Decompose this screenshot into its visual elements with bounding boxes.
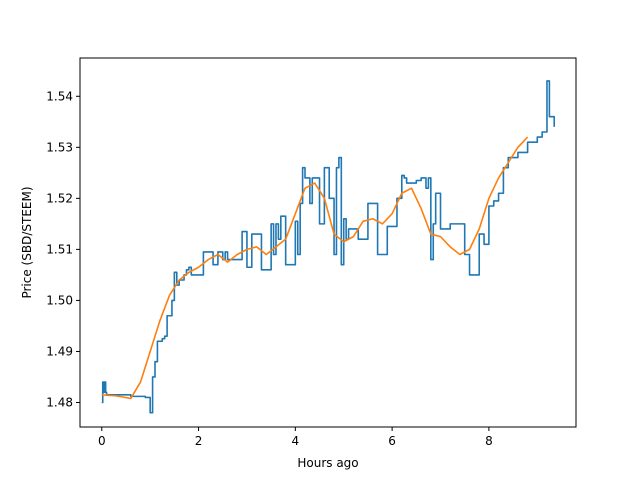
- moving-average-line: [101, 136, 529, 400]
- y-tick-label: 1.49: [46, 344, 73, 358]
- x-tick-label: 2: [195, 434, 203, 448]
- x-tick-label: 8: [485, 434, 493, 448]
- plot-area: [80, 58, 576, 427]
- x-axis-ticks: 0 2 4 6 8: [98, 427, 493, 448]
- x-tick-label: 4: [292, 434, 300, 448]
- y-tick-label: 1.50: [46, 293, 73, 307]
- y-tick-label: 1.54: [46, 89, 73, 103]
- x-axis-label: Hours ago: [297, 456, 358, 470]
- series-layer: [101, 80, 556, 414]
- y-axis-ticks: 1.48 1.49 1.50 1.51 1.52 1.53 1.54: [46, 89, 80, 410]
- y-tick-label: 1.52: [46, 191, 73, 205]
- plot-frame: [79, 57, 577, 428]
- y-tick-label: 1.48: [46, 396, 73, 410]
- y-axis-label: Price (SBD/STEEM): [20, 186, 34, 298]
- price-series-line: [101, 80, 556, 414]
- y-tick-label: 1.53: [46, 140, 73, 154]
- x-tick-label: 6: [388, 434, 396, 448]
- y-tick-label: 1.51: [46, 242, 73, 256]
- x-tick-label: 0: [98, 434, 106, 448]
